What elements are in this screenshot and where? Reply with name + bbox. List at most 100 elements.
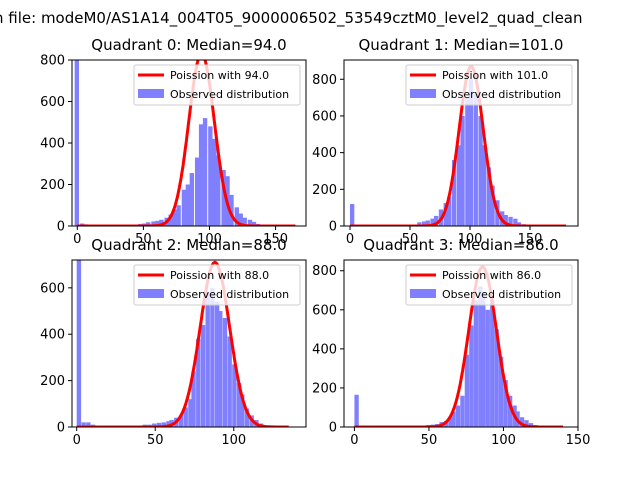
poisson-curve xyxy=(76,260,290,427)
legend-hist-swatch xyxy=(410,289,436,298)
histogram-bar xyxy=(214,301,220,427)
x-tick-label: 0 xyxy=(73,232,81,247)
histogram-bar xyxy=(422,221,427,226)
y-tick-label: 200 xyxy=(312,183,337,198)
histogram-bar xyxy=(202,118,208,226)
histogram-bar xyxy=(221,169,226,226)
subplot-quadrant-3: 0 50 100 150 0 200 400 600 800 Quadrant 3: Median… xyxy=(312,236,590,448)
y-tick-label: 600 xyxy=(40,95,65,110)
histogram-bar xyxy=(528,423,534,427)
histogram-bar xyxy=(447,196,452,226)
histogram-bar xyxy=(196,338,201,427)
histogram-bar xyxy=(481,292,486,427)
y-tick-label: 600 xyxy=(312,109,337,124)
histogram-bar xyxy=(490,185,495,226)
y-tick-label: 200 xyxy=(312,381,337,396)
histogram-bar xyxy=(452,159,457,226)
histogram-bar xyxy=(172,209,177,226)
histogram-bar xyxy=(166,421,171,427)
x-tick-label: 100 xyxy=(197,232,222,247)
histogram-bar xyxy=(482,145,487,226)
y-tick-label: 400 xyxy=(312,342,337,357)
x-tick-label: 100 xyxy=(221,433,246,448)
histogram-bar xyxy=(524,420,529,427)
histogram-bar xyxy=(473,300,478,427)
figure-title: n file: modeM0/AS1A14_004T05_9000006502_… xyxy=(0,9,583,27)
histogram-bar xyxy=(210,287,215,427)
y-tick-label: 200 xyxy=(40,178,65,193)
histogram-bar xyxy=(519,417,525,427)
histogram-bar xyxy=(229,194,234,226)
histogram-bar xyxy=(188,399,193,427)
histogram-bar xyxy=(443,203,448,226)
histogram-bar xyxy=(468,79,474,226)
legend: Poission with 86.0 Observed distribution xyxy=(405,264,573,306)
histogram-bar xyxy=(181,189,187,226)
legend: Poission with 101.0 Observed distribution xyxy=(405,64,573,106)
legend-box xyxy=(405,64,573,106)
subplot-quadrant-0: 0 50 100 150 0 200 400 600 800 Quadrant 0: Median… xyxy=(40,36,307,247)
histogram-bar xyxy=(227,336,232,427)
histogram-bar xyxy=(176,205,181,226)
histogram-bar xyxy=(478,115,483,226)
histogram-bar xyxy=(183,407,188,427)
histogram-bar xyxy=(503,380,508,427)
legend-poisson-label: Poission with 101.0 xyxy=(442,69,548,82)
histogram-bar xyxy=(216,155,221,226)
legend-box xyxy=(133,264,301,306)
histogram-bar xyxy=(499,356,504,427)
legend-box xyxy=(133,64,301,106)
histogram-bar xyxy=(200,324,206,427)
histogram-bar xyxy=(460,115,465,226)
x-tick-label: 100 xyxy=(458,232,483,247)
x-tick-label: 0 xyxy=(350,433,358,448)
x-tick-label: 50 xyxy=(147,433,164,448)
histogram-bar xyxy=(456,145,462,226)
legend-poisson-label: Poission with 88.0 xyxy=(170,269,269,282)
legend: Poission with 88.0 Observed distribution xyxy=(133,264,301,306)
histogram-bar xyxy=(232,364,237,427)
histogram-bar xyxy=(507,395,513,427)
poisson-curve xyxy=(353,265,564,427)
histogram-bar xyxy=(191,371,196,427)
plot-area xyxy=(74,60,297,226)
subplot-title: Quadrant 2: Median=88.0 xyxy=(91,236,286,254)
histogram-bar xyxy=(465,97,470,226)
y-tick-label: 0 xyxy=(57,220,65,235)
histogram-bar xyxy=(212,138,217,226)
legend-box xyxy=(405,264,573,306)
axes-frame xyxy=(343,59,579,227)
histogram-bar xyxy=(455,405,461,427)
histogram-bar xyxy=(503,214,508,226)
legend-poisson-label: Poission with 86.0 xyxy=(442,269,541,282)
histogram-bar xyxy=(478,286,483,427)
legend-poisson-label: Poission with 94.0 xyxy=(170,69,269,82)
x-tick-label: 50 xyxy=(402,232,419,247)
histogram-bar xyxy=(159,219,164,226)
histogram-bar xyxy=(236,382,242,427)
x-tick-label: 50 xyxy=(135,232,152,247)
histogram-bar xyxy=(247,219,253,226)
histogram-bar xyxy=(238,213,243,226)
histogram-bar xyxy=(350,203,355,226)
histogram-bar xyxy=(448,417,453,427)
histogram-bar xyxy=(168,214,173,226)
histogram-bar xyxy=(146,222,151,226)
histogram-bar xyxy=(156,422,162,427)
histogram-bar xyxy=(508,216,513,226)
histogram-bar xyxy=(74,60,80,226)
histogram-bar xyxy=(425,220,430,226)
y-tick-label: 0 xyxy=(329,220,337,235)
histogram-bar xyxy=(205,292,210,427)
plot-area xyxy=(353,265,564,427)
y-tick-label: 600 xyxy=(40,281,65,296)
histogram-bar xyxy=(430,218,435,226)
histogram-bar xyxy=(516,222,522,226)
histogram-bar xyxy=(354,394,359,427)
histogram-bar xyxy=(194,157,200,226)
y-tick-label: 400 xyxy=(40,137,65,152)
legend-hist-swatch xyxy=(138,289,164,298)
legend-hist-label: Observed distribution xyxy=(442,88,561,101)
y-tick-label: 0 xyxy=(329,421,337,436)
